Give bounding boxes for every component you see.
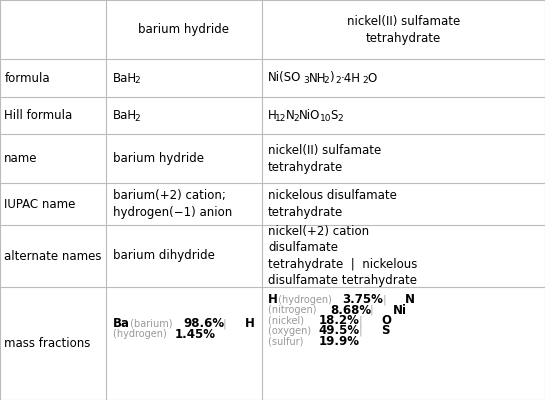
Text: O: O — [368, 72, 377, 84]
Text: |: | — [217, 318, 233, 328]
Text: nickel(+2) cation
disulfamate
tetrahydrate  |  nickelous
disulfamate tetrahydrat: nickel(+2) cation disulfamate tetrahydra… — [268, 225, 417, 287]
Text: 8.68%: 8.68% — [330, 304, 371, 316]
Text: barium(+2) cation;
hydrogen(−1) anion: barium(+2) cation; hydrogen(−1) anion — [113, 189, 232, 219]
Text: (barium): (barium) — [126, 318, 175, 328]
Text: nickel(II) sulfamate
tetrahydrate: nickel(II) sulfamate tetrahydrate — [268, 144, 382, 174]
Text: N: N — [405, 293, 415, 306]
Text: BaH: BaH — [113, 109, 137, 122]
Text: H: H — [268, 293, 278, 306]
Text: N: N — [286, 109, 295, 122]
Text: O: O — [382, 314, 391, 327]
Text: 10: 10 — [320, 114, 331, 123]
Text: NiO: NiO — [299, 109, 320, 122]
Text: mass fractions: mass fractions — [4, 337, 90, 350]
Text: (hydrogen): (hydrogen) — [275, 295, 335, 305]
Text: (nickel): (nickel) — [268, 316, 307, 326]
Text: barium dihydride: barium dihydride — [113, 250, 215, 262]
Text: H: H — [268, 109, 277, 122]
Text: (sulfur): (sulfur) — [268, 336, 307, 346]
Text: 98.6%: 98.6% — [183, 317, 224, 330]
Text: (nitrogen): (nitrogen) — [268, 305, 320, 315]
Text: Hill formula: Hill formula — [4, 109, 72, 122]
Text: (hydrogen): (hydrogen) — [113, 330, 169, 340]
Text: |: | — [365, 305, 380, 315]
Text: (oxygen): (oxygen) — [268, 326, 314, 336]
Text: 2: 2 — [293, 114, 299, 123]
Text: 2: 2 — [323, 76, 329, 86]
Text: IUPAC name: IUPAC name — [4, 198, 76, 210]
Text: 12: 12 — [275, 114, 287, 123]
Text: 2: 2 — [336, 76, 341, 86]
Text: nickel(II) sulfamate
tetrahydrate: nickel(II) sulfamate tetrahydrate — [347, 15, 460, 45]
Text: name: name — [4, 152, 38, 165]
Text: S: S — [331, 109, 338, 122]
Text: 3: 3 — [304, 76, 310, 86]
Text: NH: NH — [309, 72, 326, 84]
Text: formula: formula — [4, 72, 50, 84]
Text: S: S — [382, 324, 390, 337]
Text: ·4H: ·4H — [341, 72, 361, 84]
Text: BaH: BaH — [113, 72, 137, 84]
Text: 49.5%: 49.5% — [319, 324, 360, 337]
Text: nickelous disulfamate
tetrahydrate: nickelous disulfamate tetrahydrate — [268, 189, 397, 219]
Text: Ba: Ba — [113, 317, 130, 330]
Text: ): ) — [329, 72, 333, 84]
Text: 19.9%: 19.9% — [319, 335, 360, 348]
Text: Ni(SO: Ni(SO — [268, 72, 301, 84]
Text: 2: 2 — [134, 114, 140, 123]
Text: 3.75%: 3.75% — [343, 293, 384, 306]
Text: Ni: Ni — [392, 304, 407, 316]
Text: 1.45%: 1.45% — [175, 328, 216, 341]
Text: barium hydride: barium hydride — [113, 152, 204, 165]
Text: H: H — [245, 317, 255, 330]
Text: |: | — [353, 315, 369, 326]
Text: alternate names: alternate names — [4, 250, 102, 262]
Text: 2: 2 — [362, 76, 368, 86]
Text: barium hydride: barium hydride — [138, 23, 229, 36]
Text: 2: 2 — [134, 76, 140, 86]
Text: 18.2%: 18.2% — [319, 314, 360, 327]
Text: |: | — [377, 294, 392, 305]
Text: |: | — [353, 326, 369, 336]
Text: 2: 2 — [338, 114, 343, 123]
